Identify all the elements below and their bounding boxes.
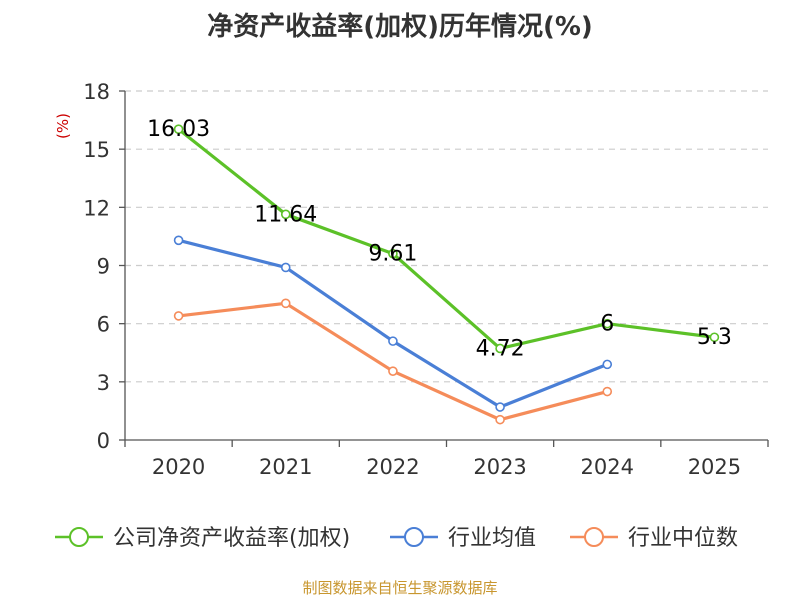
data-point <box>495 343 505 354</box>
data-label: 11.64 <box>254 202 317 227</box>
y-axis-label: (%) <box>54 113 72 139</box>
legend-item-3: 行业中位数 <box>570 526 738 551</box>
chart-title: 净资产收益率(加权)历年情况(%) <box>207 12 593 42</box>
legend-marker <box>404 527 424 547</box>
data-point <box>173 235 184 246</box>
legend-label: 行业中位数 <box>628 526 738 551</box>
x-axis-ticks: 2020 2021 2022 2023 2024 2025 <box>124 440 769 479</box>
x-tick-label: 2022 <box>366 455 419 479</box>
x-tick-label: 2024 <box>581 455 634 479</box>
x-tick-label: 2025 <box>688 455 741 479</box>
data-label: 9.61 <box>368 242 417 267</box>
legend-item-1: 公司净资产收益率(加权) <box>55 526 350 551</box>
data-label: 6 <box>600 312 614 337</box>
data-point <box>388 366 398 376</box>
grid-lines <box>125 90 768 383</box>
series-3 <box>173 298 613 425</box>
y-tick-label: 15 <box>83 138 110 162</box>
y-tick-label: 6 <box>97 313 110 337</box>
data-point <box>173 124 184 134</box>
data-point <box>495 414 505 425</box>
series-2 <box>173 235 613 412</box>
data-label: 4.72 <box>476 336 525 361</box>
series-1 <box>173 124 720 354</box>
series-group <box>173 124 720 425</box>
data-label: 16.03 <box>147 117 210 142</box>
data-point <box>280 209 291 220</box>
data-point <box>602 318 613 329</box>
x-tick-label: 2020 <box>152 455 205 479</box>
data-point <box>173 311 184 321</box>
data-point <box>388 248 398 259</box>
data-point <box>280 262 291 273</box>
y-tick-label: 12 <box>83 196 110 220</box>
data-point <box>388 336 398 346</box>
data-point <box>709 332 720 343</box>
legend-marker <box>584 527 604 547</box>
data-labels: 16.03 11.64 9.61 4.72 6 5.3 <box>147 117 732 361</box>
data-point <box>602 386 613 397</box>
series-line <box>177 127 715 351</box>
data-point <box>280 298 291 309</box>
legend-marker <box>69 527 89 547</box>
source-note: 制图数据来自恒生聚源数据库 <box>302 579 498 597</box>
x-tick-label: 2023 <box>473 455 526 479</box>
data-point <box>495 402 505 412</box>
y-tick-label: 3 <box>97 371 110 395</box>
data-point <box>602 359 613 370</box>
y-axis-ticks: 0 3 6 9 12 15 18 <box>83 80 125 453</box>
data-label: 5.3 <box>697 325 732 350</box>
y-tick-label: 9 <box>97 255 110 279</box>
legend: 公司净资产收益率(加权) 行业均值 行业中位数 <box>55 526 738 551</box>
legend-item-2: 行业均值 <box>390 526 536 551</box>
y-tick-label: 0 <box>97 429 110 453</box>
legend-label: 行业均值 <box>448 526 536 551</box>
series-line <box>178 301 608 422</box>
y-tick-label: 18 <box>83 80 110 104</box>
x-tick-label: 2021 <box>259 455 312 479</box>
legend-label: 公司净资产收益率(加权) <box>113 526 350 551</box>
